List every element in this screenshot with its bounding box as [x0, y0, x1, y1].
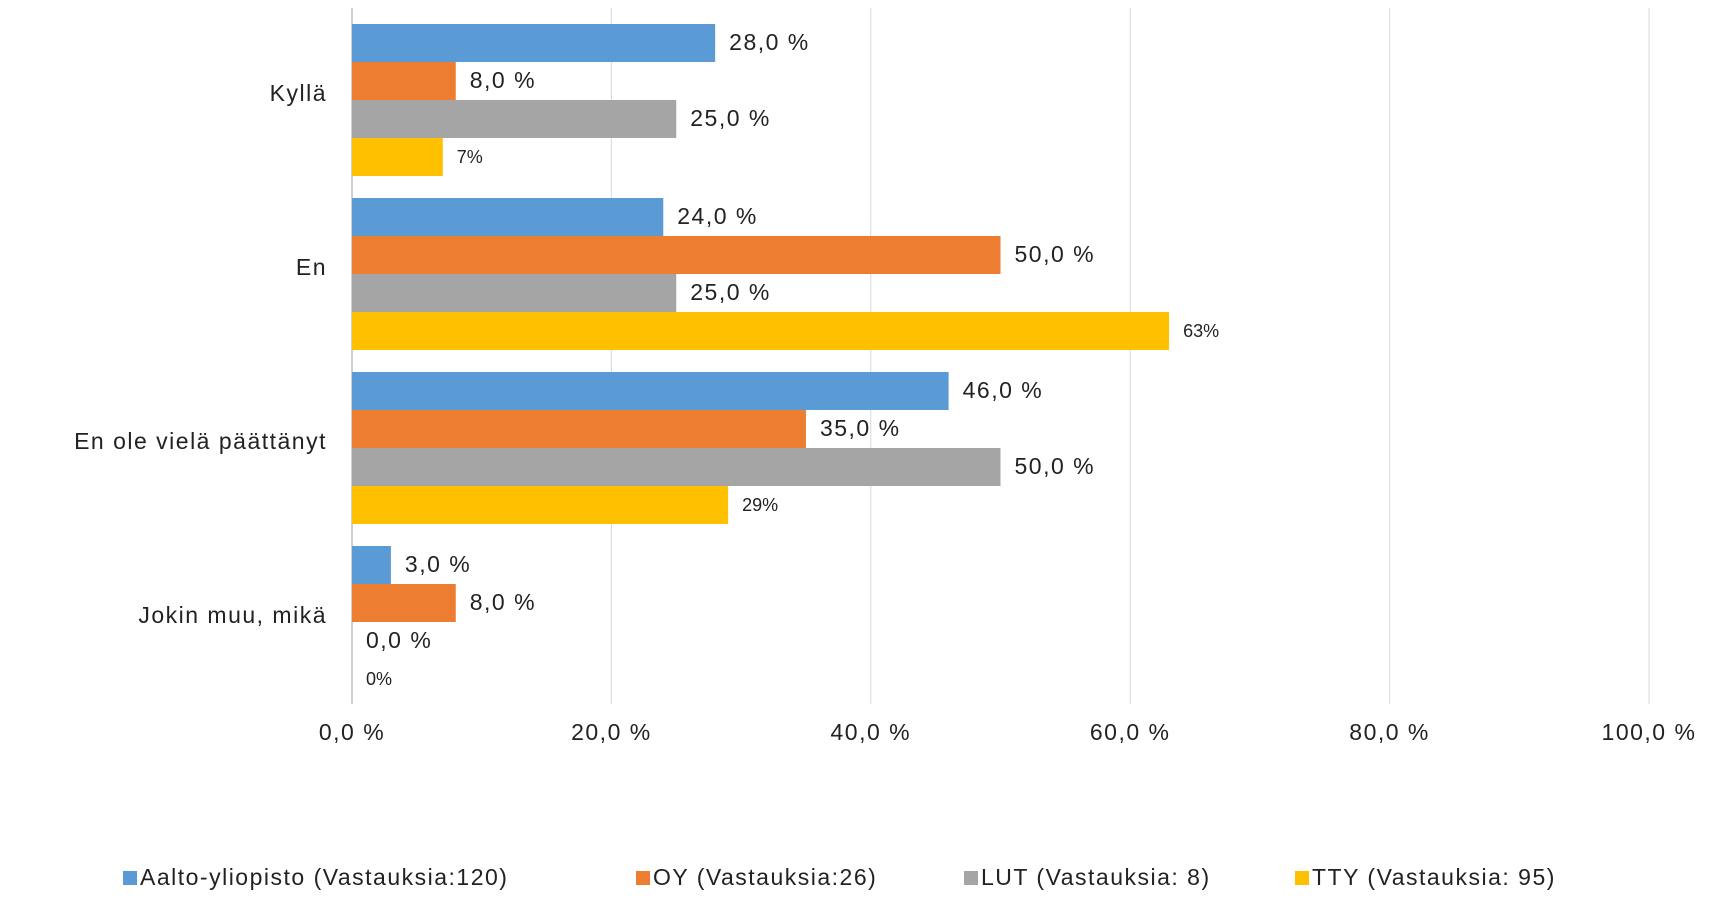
- data-label: 8,0 %: [470, 67, 536, 93]
- data-label: 25,0 %: [690, 105, 771, 131]
- x-tick-label: 20,0 %: [571, 719, 652, 745]
- bar: [352, 372, 949, 410]
- bar: [352, 100, 677, 138]
- data-label: 63%: [1183, 321, 1219, 341]
- data-label: 0,0 %: [366, 627, 432, 653]
- legend-label: OY (Vastauksia:26): [653, 864, 877, 890]
- legend-marker: [964, 871, 978, 885]
- data-label: 35,0 %: [820, 415, 901, 441]
- x-tick-label: 60,0 %: [1090, 719, 1171, 745]
- x-tick-label: 40,0 %: [830, 719, 911, 745]
- data-label: 3,0 %: [405, 551, 471, 577]
- bar: [352, 62, 456, 100]
- legend-marker: [636, 871, 650, 885]
- bar: [352, 584, 456, 622]
- y-tick-label: En: [296, 254, 327, 280]
- x-tick-label: 80,0 %: [1349, 719, 1430, 745]
- y-tick-label: En ole vielä päättänyt: [74, 428, 327, 454]
- data-label: 46,0 %: [963, 377, 1044, 403]
- data-label: 28,0 %: [729, 29, 810, 55]
- legend-marker: [123, 871, 137, 885]
- bar: [352, 546, 391, 584]
- x-tick-label: 100,0 %: [1602, 719, 1697, 745]
- bar: [352, 198, 664, 236]
- data-label: 8,0 %: [470, 589, 536, 615]
- bar: [352, 312, 1170, 350]
- y-tick-label: Kyllä: [270, 80, 327, 106]
- legend-marker: [1295, 871, 1309, 885]
- data-label: 7%: [457, 147, 483, 167]
- data-label: 25,0 %: [690, 279, 771, 305]
- bar: [352, 236, 1001, 274]
- bar: [352, 24, 716, 62]
- data-label: 50,0 %: [1015, 453, 1096, 479]
- bar: [352, 486, 729, 524]
- bar: [352, 448, 1001, 486]
- bar: [352, 274, 677, 312]
- data-label: 24,0 %: [677, 203, 758, 229]
- bar: [352, 410, 806, 448]
- data-label: 29%: [742, 495, 778, 515]
- bar: [352, 138, 443, 176]
- data-label: 0%: [366, 669, 392, 689]
- legend-label: TTY (Vastauksia: 95): [1312, 864, 1556, 890]
- legend-label: LUT (Vastauksia: 8): [981, 864, 1211, 890]
- data-label: 50,0 %: [1015, 241, 1096, 267]
- legend-label: Aalto-yliopisto (Vastauksia:120): [140, 864, 508, 890]
- y-tick-label: Jokin muu, mikä: [138, 602, 327, 628]
- x-tick-label: 0,0 %: [319, 719, 385, 745]
